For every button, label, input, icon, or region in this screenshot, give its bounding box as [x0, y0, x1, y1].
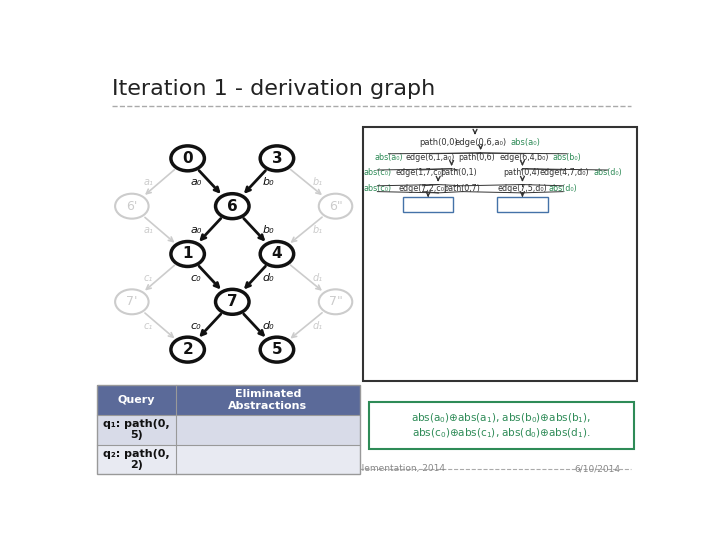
Text: b₁: b₁	[312, 177, 323, 187]
Text: q₂: path(0,
2): q₂: path(0, 2)	[103, 449, 170, 470]
Text: b₀: b₀	[263, 177, 274, 187]
Text: edge(6,4,b₀): edge(6,4,b₀)	[500, 153, 549, 161]
Text: b₁: b₁	[312, 225, 323, 235]
Text: 6/10/2014: 6/10/2014	[575, 464, 621, 473]
Text: edge(7,2,c₀): edge(7,2,c₀)	[398, 184, 447, 193]
Text: 6": 6"	[328, 200, 343, 213]
Text: abs(c₀): abs(c₀)	[364, 184, 392, 193]
Text: path(0,4): path(0,4)	[503, 168, 540, 178]
Text: edge(1,7,c₀): edge(1,7,c₀)	[395, 168, 444, 178]
Text: Iteration 1 - derivation graph: Iteration 1 - derivation graph	[112, 79, 436, 99]
Text: a₀: a₀	[190, 225, 202, 235]
Text: 7": 7"	[328, 295, 343, 308]
Text: a₀: a₀	[190, 177, 202, 187]
Text: d₀: d₀	[263, 273, 274, 283]
Circle shape	[260, 241, 294, 266]
Text: abs(d₀): abs(d₀)	[593, 168, 622, 178]
Bar	[498, 197, 547, 212]
Bar	[97, 385, 359, 415]
Text: 6': 6'	[126, 200, 138, 213]
Text: abs(b₀): abs(b₀)	[553, 153, 582, 161]
Text: n and Implementation, 2014: n and Implementation, 2014	[315, 464, 445, 473]
Circle shape	[215, 194, 249, 219]
Bar	[403, 197, 454, 212]
Text: edge(0,6,a₀): edge(0,6,a₀)	[454, 138, 507, 147]
Text: Query: Query	[118, 395, 156, 405]
Bar	[97, 444, 359, 474]
Text: q₁: path(0,
5): q₁: path(0, 5)	[103, 419, 170, 441]
Text: path(0,5): path(0,5)	[503, 200, 542, 209]
Text: c₀: c₀	[191, 273, 202, 283]
Circle shape	[260, 146, 294, 171]
Bar	[369, 402, 634, 449]
Text: Eliminated
Abstractions: Eliminated Abstractions	[228, 389, 307, 410]
Text: d₀: d₀	[263, 321, 274, 330]
Text: abs(a$_0$)$\oplus$abs(a$_1$), abs(b$_0$)$\oplus$abs(b$_1$),
abs(c$_0$)$\oplus$ab: abs(a$_0$)$\oplus$abs(a$_1$), abs(b$_0$)…	[411, 411, 592, 440]
Text: 7': 7'	[126, 295, 138, 308]
Text: b₀: b₀	[263, 225, 274, 235]
Text: 7: 7	[227, 294, 238, 309]
Circle shape	[171, 337, 204, 362]
Text: 2: 2	[182, 342, 193, 357]
Text: c₁: c₁	[144, 273, 153, 283]
Text: edge(4,7,d₀): edge(4,7,d₀)	[539, 168, 589, 178]
Text: 4: 4	[271, 246, 282, 261]
Bar	[97, 385, 359, 474]
Text: 0: 0	[182, 151, 193, 166]
Bar	[364, 127, 637, 381]
Circle shape	[171, 241, 204, 266]
Text: abs(d₀): abs(d₀)	[549, 184, 577, 193]
Text: edge(7,5,d₀): edge(7,5,d₀)	[498, 184, 547, 193]
Text: a₁: a₁	[144, 177, 153, 187]
Text: a₁: a₁	[144, 225, 153, 235]
Text: path(0,2): path(0,2)	[409, 200, 448, 209]
Text: c₀: c₀	[191, 321, 202, 330]
Text: path(0,0): path(0,0)	[419, 138, 458, 147]
Text: 5: 5	[271, 342, 282, 357]
Circle shape	[260, 337, 294, 362]
Text: abs(c₀): abs(c₀)	[364, 168, 392, 178]
Text: path(0,6): path(0,6)	[459, 153, 495, 161]
Text: abs(a₀): abs(a₀)	[510, 138, 540, 147]
Text: d₁: d₁	[312, 321, 323, 330]
Text: d₁: d₁	[312, 273, 323, 283]
Text: 1: 1	[182, 246, 193, 261]
Text: abs(a₀): abs(a₀)	[374, 153, 403, 161]
Bar	[97, 415, 359, 444]
Text: edge(6,1,a₀): edge(6,1,a₀)	[405, 153, 455, 161]
Text: path(0,7): path(0,7)	[444, 184, 481, 193]
Circle shape	[171, 146, 204, 171]
Text: c₁: c₁	[144, 321, 153, 330]
Text: 3: 3	[271, 151, 282, 166]
Text: 6: 6	[227, 199, 238, 214]
Text: path(0,1): path(0,1)	[440, 168, 477, 178]
Circle shape	[215, 289, 249, 314]
